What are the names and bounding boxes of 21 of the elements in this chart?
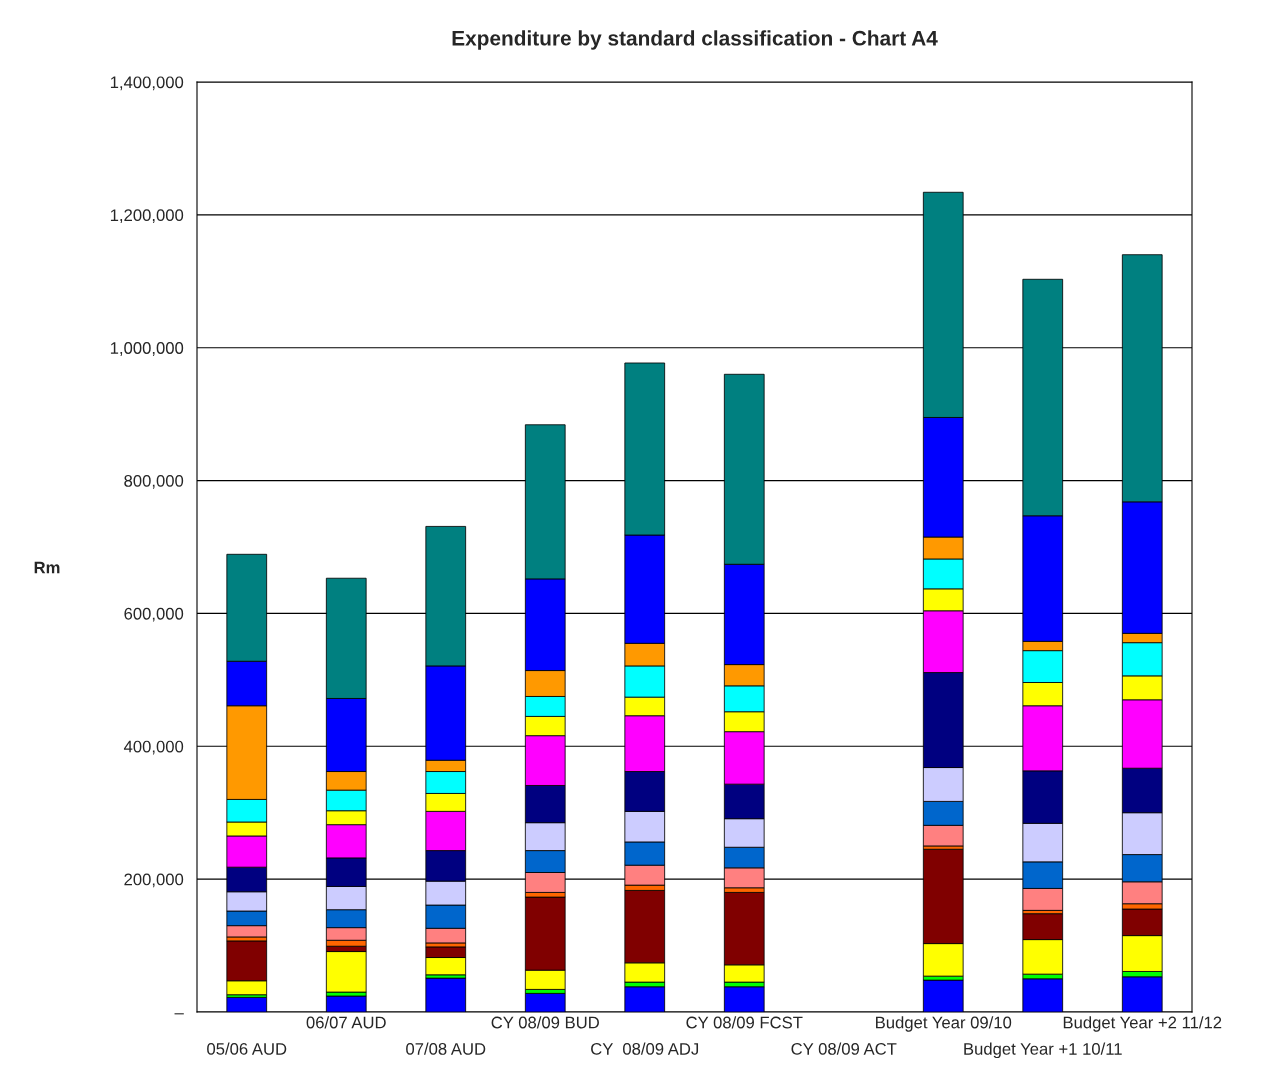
y-tick-label: 1,000,000 [110, 342, 184, 356]
x-tick-label: 05/06 AUD [207, 1042, 287, 1055]
y-tick-label: – [174, 1013, 184, 1015]
y-tick-label: 400,000 [123, 740, 184, 755]
x-tick-label: CY 08/09 BUD [491, 1016, 599, 1029]
x-tick-label: CY 08/09 ADJ [591, 1042, 699, 1055]
y-axis-title: Rm [34, 561, 60, 574]
y-tick-label: 800,000 [124, 474, 184, 489]
chart-title: Expenditure by standard classification - Chart A4 [452, 30, 938, 50]
y-tick-label: 600,000 [124, 607, 184, 622]
x-tick-label: Budget Year +2 11/12 [1063, 1016, 1222, 1032]
y-tick-label: 200,000 [124, 873, 184, 888]
y-tick-label: 1,200,000 [110, 209, 184, 224]
x-tick-label: CY 08/09 ACT [791, 1042, 897, 1055]
x-tick-label: Budget Year 09/10 [876, 1016, 1012, 1032]
x-tick-label: 06/07 AUD [306, 1016, 386, 1029]
bar [325, 951, 367, 993]
y-tick-label: 1,400,000 [110, 76, 184, 91]
x-tick-label: CY 08/09 FCST [686, 1016, 803, 1029]
x-tick-label: Budget Year +1 10/11 [964, 1042, 1122, 1059]
x-tick-label: 07/08 AUD [406, 1042, 486, 1055]
